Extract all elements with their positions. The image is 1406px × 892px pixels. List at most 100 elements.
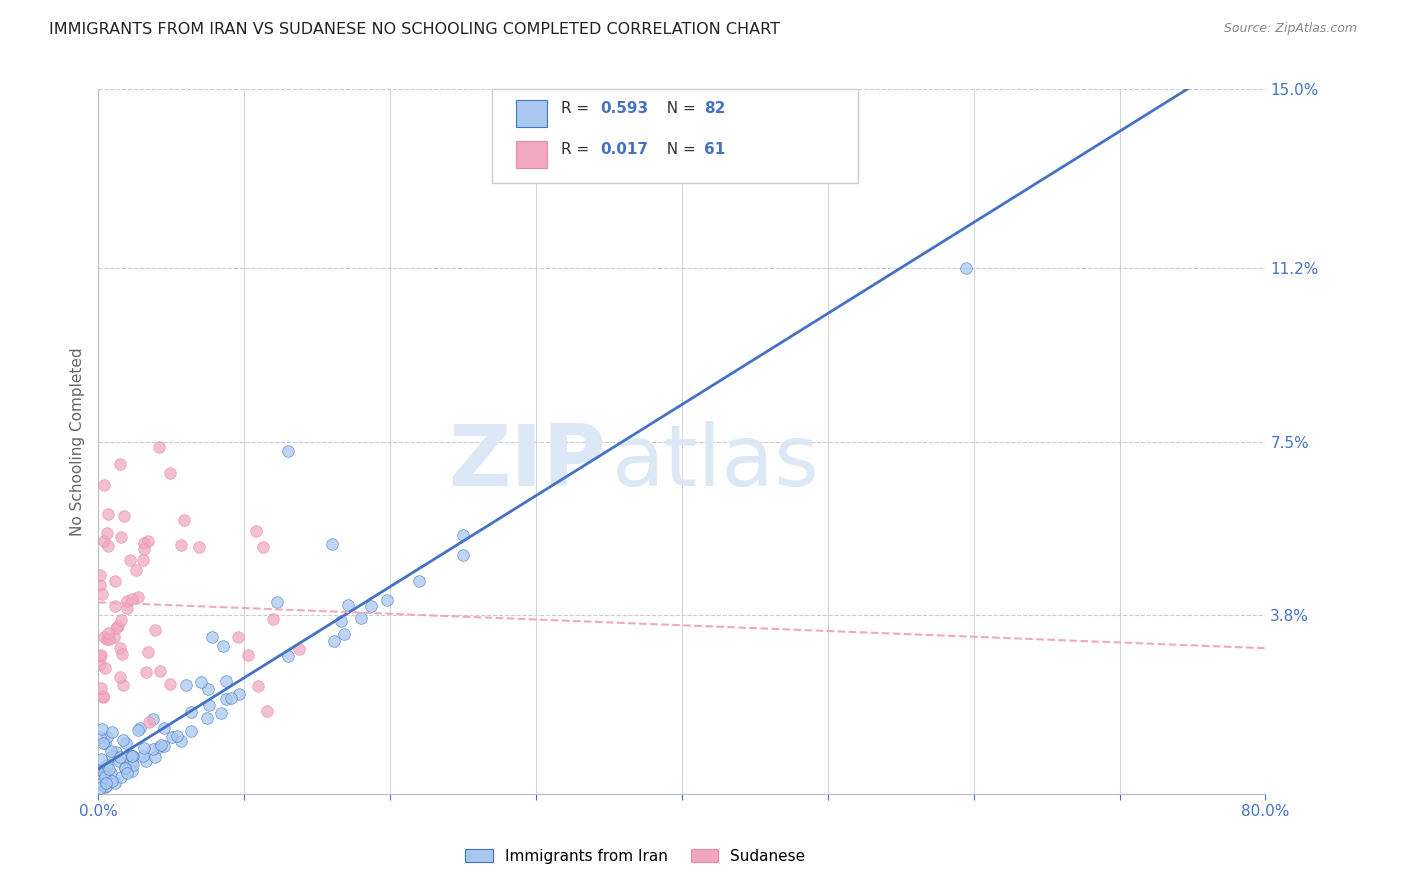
Point [136, 533, 159, 548]
Text: 61: 61 [704, 143, 725, 157]
Point [98, 762, 121, 776]
Point [149, 739, 172, 753]
Point [321, 537, 343, 551]
Text: IMMIGRANTS FROM IRAN VS SUDANESE NO SCHOOLING COMPLETED CORRELATION CHART: IMMIGRANTS FROM IRAN VS SUDANESE NO SCHO… [49, 22, 780, 37]
Point [122, 748, 145, 763]
Point [91, 690, 114, 705]
Point [96, 632, 118, 646]
Point [100, 749, 122, 764]
Point [117, 765, 139, 780]
Point [127, 590, 149, 604]
Point [89, 648, 111, 663]
Point [110, 770, 132, 784]
Point [90, 648, 112, 662]
Text: R =: R = [561, 102, 595, 116]
Point [100, 774, 122, 789]
Point [94, 779, 117, 793]
Point [96, 525, 118, 540]
Point [94, 767, 117, 781]
Point [105, 621, 128, 635]
Point [330, 615, 353, 629]
Point [375, 593, 398, 607]
Point [174, 678, 197, 692]
Point [112, 732, 135, 747]
Point [112, 678, 135, 692]
Point [100, 765, 122, 780]
Point [215, 673, 238, 688]
Point [197, 681, 219, 696]
Point [89, 730, 111, 744]
Legend: Immigrants from Iran, Sudanese: Immigrants from Iran, Sudanese [465, 848, 806, 863]
Text: 0.593: 0.593 [600, 102, 648, 116]
Point [112, 508, 135, 523]
Point [89, 568, 111, 582]
Point [93, 630, 115, 644]
Point [100, 744, 122, 758]
Point [173, 512, 195, 526]
Point [451, 549, 474, 563]
Point [149, 664, 172, 678]
Point [195, 711, 218, 725]
Point [129, 721, 152, 735]
Point [127, 723, 149, 737]
Point [90, 681, 112, 695]
Point [228, 688, 250, 702]
Point [201, 630, 224, 644]
Point [90, 587, 112, 601]
Point [333, 627, 356, 641]
Point [104, 775, 127, 789]
Point [277, 444, 299, 458]
Point [209, 706, 232, 720]
Point [94, 661, 117, 675]
Point [110, 670, 132, 684]
Point [108, 754, 131, 768]
Point [955, 260, 977, 275]
Point [115, 594, 138, 608]
Text: 0.017: 0.017 [600, 143, 648, 157]
Text: ZIP: ZIP [449, 421, 606, 504]
Point [142, 712, 165, 726]
Point [97, 507, 120, 521]
Point [110, 530, 132, 544]
Point [90, 763, 112, 777]
Point [170, 538, 193, 552]
Point [93, 766, 115, 780]
Point [107, 619, 129, 633]
Point [121, 764, 143, 778]
Point [93, 534, 115, 549]
Point [180, 724, 202, 739]
Point [132, 552, 155, 566]
Point [94, 770, 117, 784]
Point [198, 698, 221, 713]
Point [135, 665, 157, 679]
Point [89, 578, 111, 592]
Point [160, 730, 183, 744]
Point [115, 601, 138, 615]
Point [247, 679, 270, 693]
Point [159, 467, 181, 481]
Point [114, 736, 136, 750]
Point [152, 721, 174, 735]
Point [132, 741, 155, 756]
Point [238, 648, 260, 662]
Point [148, 739, 170, 754]
Point [266, 595, 288, 609]
Point [212, 640, 235, 654]
Text: 82: 82 [704, 102, 725, 116]
Text: Source: ZipAtlas.com: Source: ZipAtlas.com [1223, 22, 1357, 36]
Point [226, 630, 249, 644]
Point [89, 657, 111, 671]
Point [118, 553, 141, 567]
Text: atlas: atlas [612, 421, 820, 504]
Point [89, 777, 111, 791]
Point [91, 736, 114, 750]
Point [190, 674, 212, 689]
Point [104, 745, 127, 759]
Point [153, 739, 176, 753]
Point [159, 677, 181, 691]
Point [132, 749, 155, 764]
Point [219, 691, 242, 706]
Point [124, 563, 146, 577]
Point [408, 574, 430, 588]
Point [93, 780, 115, 794]
